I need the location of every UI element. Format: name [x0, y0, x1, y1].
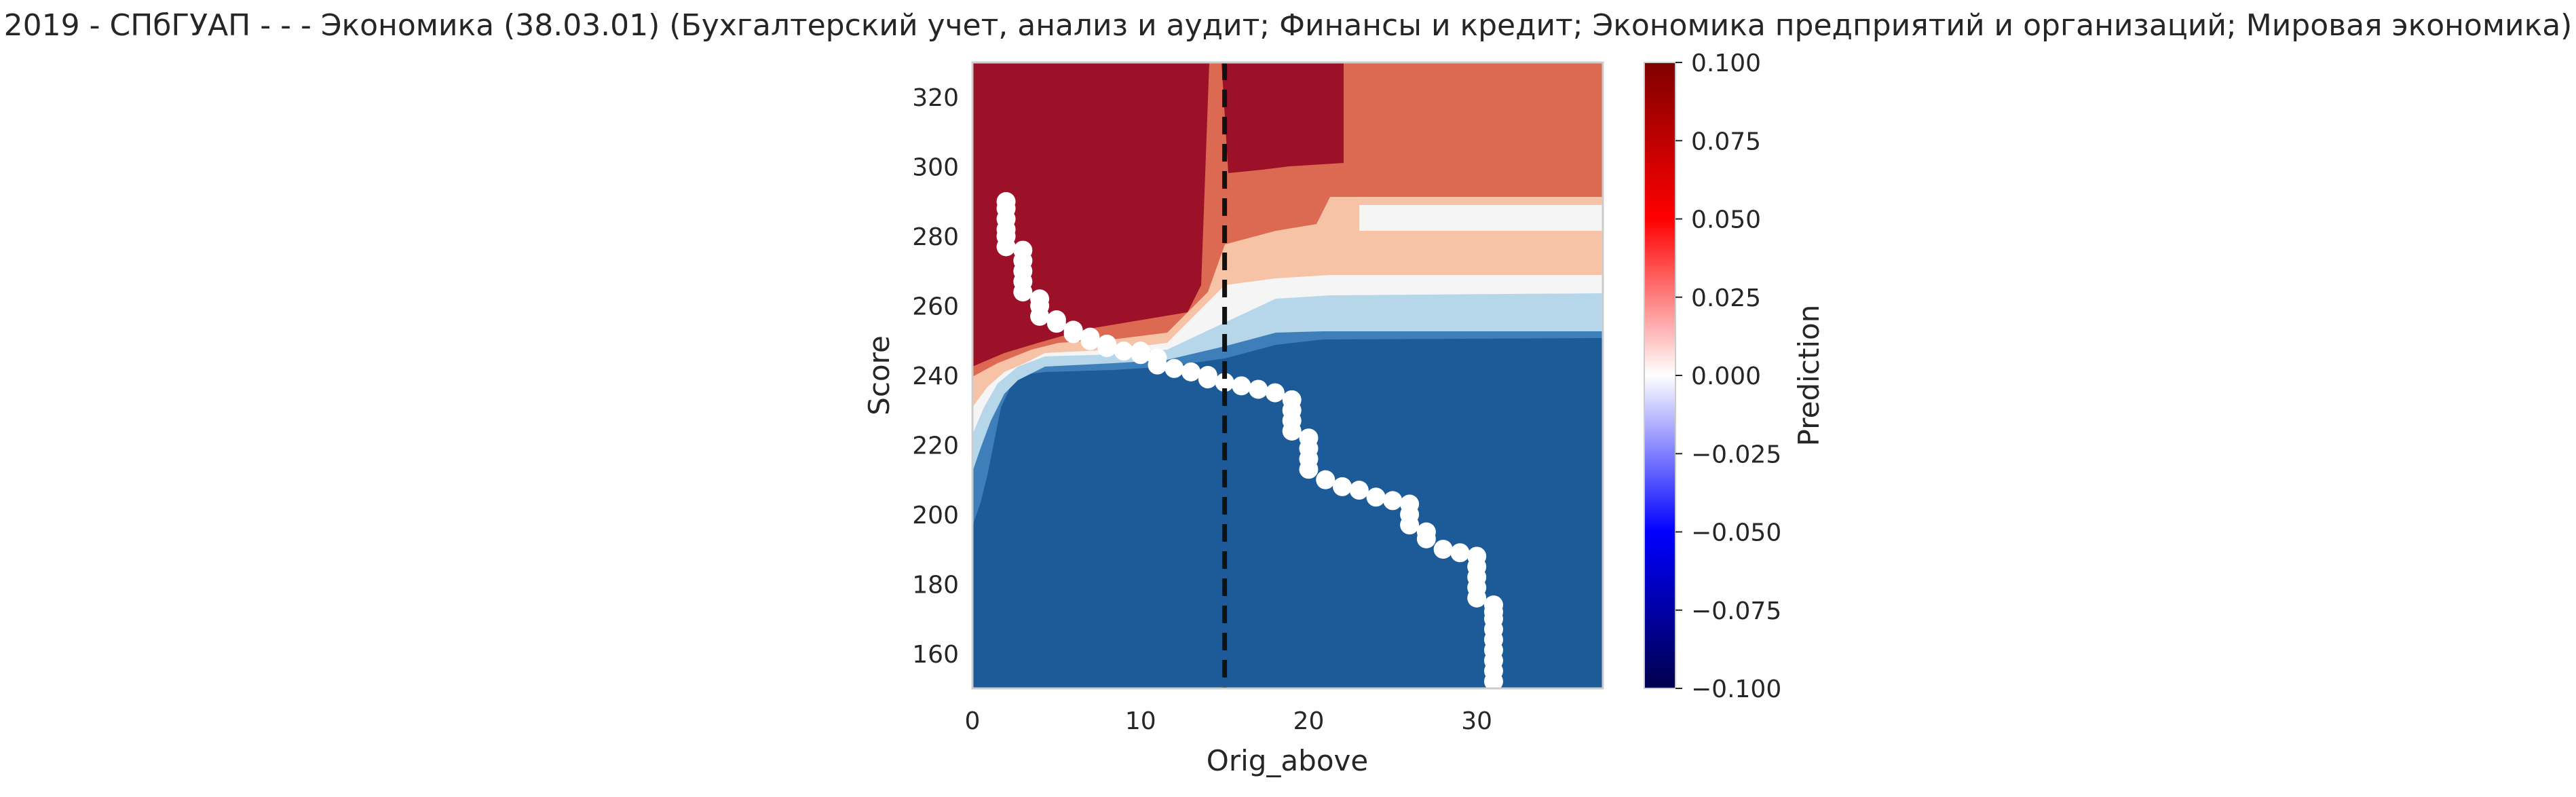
scatter-point: [1483, 671, 1503, 688]
scatter-point: [1333, 477, 1352, 496]
x-tick-label: 30: [1461, 707, 1492, 735]
colorbar-tick-label: −0.100: [1691, 675, 1781, 703]
contour-region-strong-positive-top: [1221, 62, 1344, 173]
y-tick-label: 300: [912, 154, 959, 182]
scatter-points: [996, 191, 1503, 688]
scatter-point: [1030, 306, 1050, 326]
y-tick-label: 200: [912, 502, 959, 530]
colorbar-tick-label: 0.075: [1691, 128, 1761, 155]
y-tick-label: 260: [912, 293, 959, 321]
y-tick-label: 160: [912, 641, 959, 669]
scatter-point: [1114, 341, 1133, 361]
y-tick-label: 220: [912, 432, 959, 460]
colorbar-tick-label: 0.025: [1691, 284, 1761, 312]
colorbar-tick-label: −0.075: [1691, 597, 1781, 625]
scatter-point: [1282, 421, 1302, 441]
scatter-point: [1198, 369, 1217, 389]
y-axis-ticks: 160 180 200 220 240 260 280 300 320: [912, 84, 959, 669]
y-tick-label: 280: [912, 223, 959, 251]
colorbar-tick-label: 0.000: [1691, 363, 1761, 390]
scatter-point: [1148, 355, 1167, 375]
colorbar-ticks: 0.100 0.075 0.050 0.025 0.000 −0.025 −0.050 −0.…: [1675, 50, 1781, 703]
colorbar: [1644, 62, 1676, 689]
scatter-point: [996, 237, 1016, 257]
colorbar-tick-label: −0.025: [1691, 441, 1781, 468]
scatter-point: [1164, 358, 1184, 378]
scatter-point: [1013, 282, 1033, 302]
scatter-point: [1349, 481, 1369, 500]
scatter-point: [1046, 314, 1066, 333]
scatter-point: [1080, 331, 1100, 350]
scatter-point: [1063, 324, 1083, 344]
scatter-point: [1215, 373, 1234, 392]
scatter-point: [1467, 588, 1487, 608]
plot-frame: [971, 61, 1604, 690]
colorbar-tick-label: −0.050: [1691, 519, 1781, 547]
scatter-point: [1265, 383, 1285, 403]
y-tick-label: 180: [912, 571, 959, 599]
scatter-point: [1232, 376, 1251, 396]
x-tick-label: 0: [965, 707, 981, 735]
scatter-point: [1316, 470, 1336, 489]
colorbar-label: Prediction: [1792, 305, 1825, 447]
scatter-point: [1181, 362, 1201, 382]
x-tick-label: 20: [1293, 707, 1325, 735]
contour-island-neutral: [1359, 205, 1603, 231]
chart-title: 2019 - СПбГУАП - - - Экономика (38.03.01…: [3, 8, 2573, 43]
scatter-point: [1450, 543, 1470, 563]
y-tick-label: 240: [912, 363, 959, 390]
scatter-point: [1097, 338, 1117, 358]
scatter-point: [1433, 540, 1453, 559]
scatter-point: [1416, 529, 1436, 549]
y-tick-label: 320: [912, 84, 959, 112]
colorbar-tick-label: 0.100: [1691, 50, 1761, 77]
scatter-point: [1249, 379, 1268, 399]
colorbar-tick-label: 0.050: [1691, 206, 1761, 234]
contour-regions: [972, 62, 1603, 688]
scatter-point: [1366, 487, 1386, 507]
scatter-point: [1299, 460, 1319, 479]
scatter-point: [1131, 345, 1150, 365]
scatter-point: [1400, 515, 1420, 535]
x-axis-ticks: 0 10 20 30: [965, 707, 1493, 735]
scatter-point: [1383, 491, 1403, 511]
x-axis-label: Orig_above: [1207, 744, 1368, 777]
x-tick-label: 10: [1125, 707, 1156, 735]
y-axis-label: Score: [863, 335, 896, 415]
